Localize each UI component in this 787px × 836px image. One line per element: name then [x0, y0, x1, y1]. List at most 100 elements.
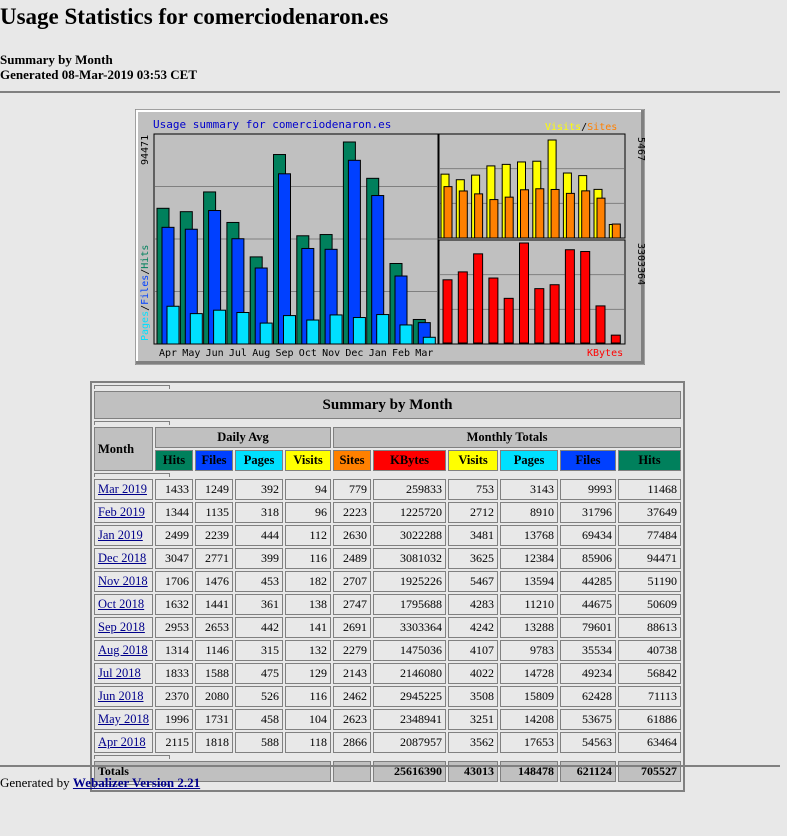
d-pages-cell: 526 [235, 686, 284, 707]
d-pages-cell: 444 [235, 525, 284, 546]
d-visits-cell: 141 [285, 617, 332, 638]
files-cell: 49234 [560, 663, 617, 684]
files-cell: 31796 [560, 502, 617, 523]
visits-legend-label: Visits [545, 122, 581, 133]
month-link[interactable]: Dec 2018 [98, 551, 147, 565]
bar-files [347, 159, 361, 345]
x-tick-label: Dec [345, 348, 363, 359]
x-tick-label: Oct [299, 348, 317, 359]
d-files-cell: 1135 [195, 502, 234, 523]
kbytes-cell: 1475036 [373, 640, 447, 661]
month-link[interactable]: Nov 2018 [98, 574, 148, 588]
bar-kbytes [534, 288, 545, 344]
bar-kbytes [519, 242, 529, 344]
pages-cell: 14208 [500, 709, 559, 730]
left-axis-hits-label: Hits [140, 245, 151, 269]
sites-cell: 2279 [333, 640, 372, 661]
x-tick-label: Jun [206, 348, 224, 359]
kbytes-cell: 1225720 [373, 502, 447, 523]
pages-cell: 8910 [500, 502, 559, 523]
month-link[interactable]: Apr 2018 [98, 735, 146, 749]
daily-hits-header: Hits [155, 450, 194, 471]
month-column-header: Month [94, 427, 154, 471]
files-cell: 85906 [560, 548, 617, 569]
d-pages-cell: 361 [235, 594, 284, 615]
month-link[interactable]: Jan 2019 [98, 528, 143, 542]
sites-cell: 2866 [333, 732, 372, 753]
monthly-files-header: Files [560, 450, 617, 471]
bar-kbytes [595, 305, 606, 344]
page-subtitle: Summary by Month [0, 52, 113, 67]
d-pages-cell: 392 [235, 479, 284, 500]
kbytes-cell: 2087957 [373, 732, 447, 753]
month-link[interactable]: Jun 2018 [98, 689, 144, 703]
left-axis-pages-label: Pages [140, 311, 151, 341]
hits-cell: 51190 [618, 571, 682, 592]
month-link[interactable]: Mar 2019 [98, 482, 147, 496]
d-files-cell: 1818 [195, 732, 234, 753]
month-link[interactable]: Oct 2018 [98, 597, 145, 611]
d-files-cell: 1588 [195, 663, 234, 684]
webalizer-link[interactable]: Webalizer Version 2.21 [72, 775, 201, 790]
d-visits-cell: 118 [285, 732, 332, 753]
kbytes-cell: 2146080 [373, 663, 447, 684]
kbytes-cell: 1925226 [373, 571, 447, 592]
pages-cell: 11210 [500, 594, 559, 615]
bar-pages [236, 312, 250, 345]
left-axis-title: Pages/Files/Hits [140, 245, 151, 341]
hits-cell: 88613 [618, 617, 682, 638]
daily-pages-header: Pages [235, 450, 284, 471]
kbytes-cell: 3022288 [373, 525, 447, 546]
visits-cell: 753 [448, 479, 499, 500]
hits-cell: 37649 [618, 502, 682, 523]
bar-kbytes [610, 334, 621, 344]
bar-pages [352, 317, 366, 345]
bar-pages [306, 319, 320, 345]
bar-kbytes [473, 253, 484, 344]
summary-table: Summary by Month Month Daily Avg Monthly… [90, 381, 686, 792]
sites-cell: 2747 [333, 594, 372, 615]
table-row: Feb 2019 1344 1135 318 96 2223 1225720 2712 8910… [94, 502, 682, 523]
month-link[interactable]: Jul 2018 [98, 666, 141, 680]
bar-sites [489, 199, 499, 239]
month-link[interactable]: Feb 2019 [98, 505, 145, 519]
d-visits-cell: 96 [285, 502, 332, 523]
d-files-cell: 2239 [195, 525, 234, 546]
pages-cell: 3143 [500, 479, 559, 500]
d-hits-cell: 2115 [155, 732, 194, 753]
bar-sites [581, 190, 591, 239]
x-tick-label: Aug [252, 348, 270, 359]
kbytes-cell: 259833 [373, 479, 447, 500]
d-pages-cell: 588 [235, 732, 284, 753]
hits-cell: 40738 [618, 640, 682, 661]
visits-cell: 4283 [448, 594, 499, 615]
d-hits-cell: 1706 [155, 571, 194, 592]
page-title: Usage Statistics for comerciodenaron.es [0, 4, 389, 29]
d-files-cell: 2080 [195, 686, 234, 707]
month-link[interactable]: Sep 2018 [98, 620, 145, 634]
left-axis-separator: / [140, 305, 151, 311]
visits-cell: 4107 [448, 640, 499, 661]
sites-cell: 2489 [333, 548, 372, 569]
d-visits-cell: 104 [285, 709, 332, 730]
month-link[interactable]: Aug 2018 [98, 643, 148, 657]
d-hits-cell: 1433 [155, 479, 194, 500]
x-tick-label: Apr [159, 348, 177, 359]
d-pages-cell: 399 [235, 548, 284, 569]
usage-chart-svg: Apr May Jun Jul Aug Sep Oct Nov Dec Jan Feb Mar Usa… [135, 109, 645, 365]
month-link[interactable]: May 2018 [98, 712, 150, 726]
kbytes-cell: 2348941 [373, 709, 447, 730]
hits-cell: 61886 [618, 709, 682, 730]
d-hits-cell: 1632 [155, 594, 194, 615]
usage-chart: Apr May Jun Jul Aug Sep Oct Nov Dec Jan Feb Mar Usa… [135, 109, 645, 365]
sites-cell: 2630 [333, 525, 372, 546]
chart-bevel-left [136, 110, 138, 364]
bar-sites [443, 186, 453, 239]
d-files-cell: 2653 [195, 617, 234, 638]
d-visits-cell: 138 [285, 594, 332, 615]
daily-files-header: Files [195, 450, 234, 471]
kbytes-axis-max-label: 3303364 [635, 243, 645, 285]
generated-timestamp: Generated 08-Mar-2019 03:53 CET [0, 67, 198, 82]
d-hits-cell: 2370 [155, 686, 194, 707]
month-cell: Jun 2018 [94, 686, 154, 707]
